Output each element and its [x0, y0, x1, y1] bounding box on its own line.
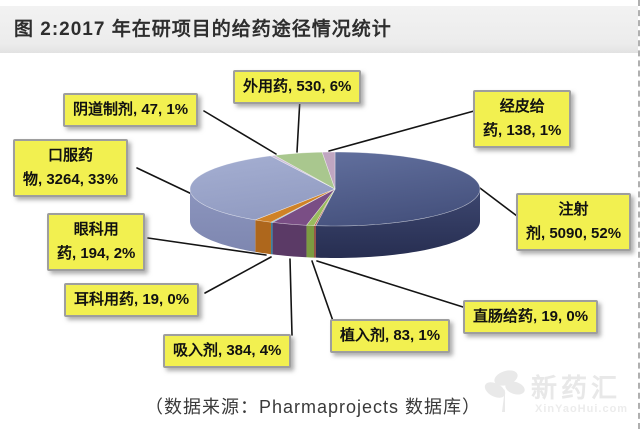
- leader-line-rectal: [316, 260, 464, 308]
- figure-header: 图 2:2017 年在研项目的给药途径情况统计: [0, 6, 638, 53]
- pie-slice-topical: [273, 151, 336, 190]
- pie-side-ophthalmic: [255, 219, 271, 255]
- leader-line-inhalation: [289, 258, 293, 336]
- pie-slice-inhalation: [271, 188, 336, 226]
- pie-side-oral: [190, 189, 256, 252]
- pie-side-implant: [306, 225, 315, 258]
- data-source-note: （数据来源：Pharmaprojects 数据库）: [145, 397, 482, 417]
- leader-line-oral: [136, 167, 197, 197]
- watermark-domain: XinYaoHui.com: [535, 403, 629, 415]
- pie-side-rectal: [314, 225, 316, 258]
- pie-side-inhalation: [272, 222, 307, 258]
- watermark: 新药汇 XinYaoHui.com: [483, 364, 635, 422]
- leader-line-topical: [296, 97, 301, 153]
- pie-slice-oral: [189, 155, 336, 221]
- watermark-brand: 新药汇: [531, 373, 622, 403]
- figure-title: 图 2:2017 年在研项目的给药途径情况统计: [14, 19, 392, 40]
- leader-line-otic: [204, 256, 272, 294]
- leader-line-transdermal: [328, 110, 475, 152]
- leader-line-vaginal: [203, 110, 277, 155]
- pie-slice-transdermal: [321, 151, 336, 190]
- leader-line-ophthalmic: [147, 237, 267, 256]
- watermark-pinwheel-leaf-icon: [484, 370, 525, 412]
- pie-slice-injection: [315, 151, 481, 227]
- pie-side-otic: [270, 222, 273, 255]
- leader-line-implant: [311, 260, 334, 322]
- pie-side-injection: [315, 189, 480, 258]
